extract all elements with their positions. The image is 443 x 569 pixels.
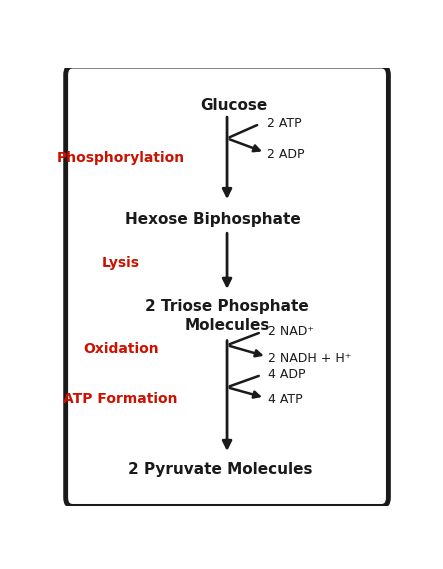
FancyBboxPatch shape: [66, 66, 389, 506]
Text: 4 ATP: 4 ATP: [268, 393, 302, 406]
Text: 2 ATP: 2 ATP: [267, 117, 301, 130]
Text: 2 NAD⁺: 2 NAD⁺: [268, 325, 314, 337]
Text: Phosphorylation: Phosphorylation: [57, 151, 185, 165]
Text: Lysis: Lysis: [101, 256, 140, 270]
Text: 2 ADP: 2 ADP: [267, 148, 304, 161]
Text: Oxidation: Oxidation: [83, 341, 159, 356]
Text: 2 NADH + H⁺: 2 NADH + H⁺: [268, 352, 352, 365]
Text: 2 Triose Phosphate
Molecules: 2 Triose Phosphate Molecules: [145, 299, 309, 333]
Text: ATP Formation: ATP Formation: [63, 392, 178, 406]
Text: 4 ADP: 4 ADP: [268, 368, 305, 381]
Text: Hexose Biphosphate: Hexose Biphosphate: [125, 212, 301, 227]
Text: 2 Pyruvate Molecules: 2 Pyruvate Molecules: [128, 461, 312, 477]
Text: Glucose: Glucose: [200, 98, 268, 113]
